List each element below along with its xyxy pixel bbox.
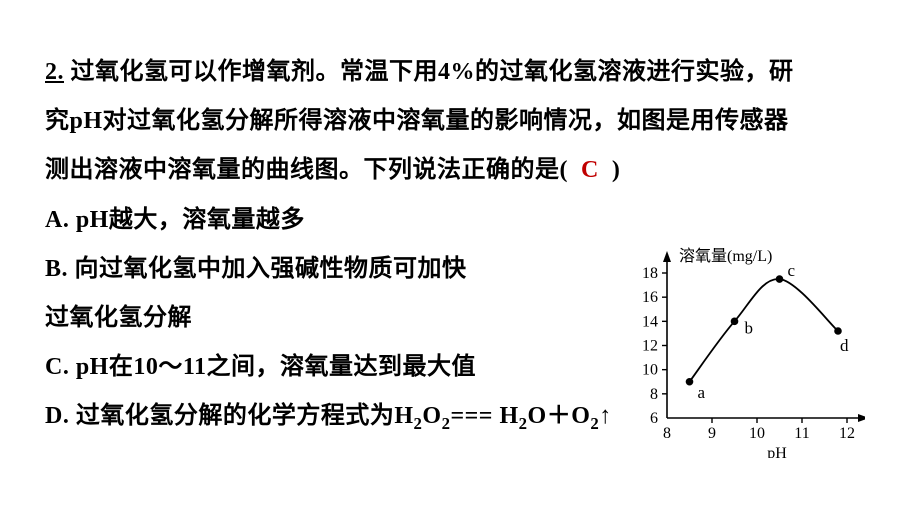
svg-text:12: 12 bbox=[839, 425, 855, 442]
option-d-mid: === H bbox=[450, 403, 518, 429]
svg-text:6: 6 bbox=[650, 410, 658, 427]
svg-text:10: 10 bbox=[749, 425, 765, 442]
svg-text:9: 9 bbox=[708, 425, 716, 442]
option-a: A. pH越大，溶氧量越多 bbox=[45, 196, 880, 245]
svg-text:8: 8 bbox=[663, 425, 671, 442]
option-d-plus: ＋O bbox=[547, 403, 591, 429]
option-c-text: C. pH在10～11之间，溶氧量达到最大值 bbox=[45, 354, 476, 380]
sub-2d: 2 bbox=[590, 414, 599, 433]
answer-letter: C bbox=[581, 157, 599, 183]
svg-text:b: b bbox=[745, 318, 754, 337]
paren-open: ( bbox=[560, 157, 569, 183]
sub-2a: 2 bbox=[414, 414, 423, 433]
svg-text:12: 12 bbox=[642, 338, 658, 355]
svg-text:8: 8 bbox=[650, 386, 658, 403]
svg-text:d: d bbox=[840, 336, 849, 355]
option-b-text: B. 向过氧化氢中加入强碱性物质可加快 bbox=[45, 256, 467, 282]
option-a-text: A. pH越大，溶氧量越多 bbox=[45, 207, 305, 233]
svg-text:16: 16 bbox=[642, 289, 658, 306]
option-b2-text: 过氧化氢分解 bbox=[45, 305, 192, 331]
chart-svg: 68101214161889101112溶氧量(mg/L)pHabcd bbox=[615, 243, 865, 458]
svg-text:11: 11 bbox=[794, 425, 809, 442]
stem-text-2: 究pH对过氧化氢分解所得溶液中溶氧量的影响情况，如图是用传感器 bbox=[45, 108, 789, 134]
svg-text:18: 18 bbox=[642, 265, 658, 282]
sub-2c: 2 bbox=[519, 414, 528, 433]
svg-text:10: 10 bbox=[642, 362, 658, 379]
stem-text-1: 过氧化氢可以作增氧剂。常温下用4%的过氧化氢溶液进行实验，研 bbox=[71, 59, 794, 85]
stem-line-3: 测出溶液中溶氧量的曲线图。下列说法正确的是( C ) bbox=[45, 146, 880, 195]
svg-text:a: a bbox=[698, 383, 706, 402]
svg-text:c: c bbox=[788, 261, 796, 280]
svg-text:溶氧量(mg/L): 溶氧量(mg/L) bbox=[679, 247, 772, 265]
question-number: 2. bbox=[45, 59, 64, 85]
stem-line-2: 究pH对过氧化氢分解所得溶液中溶氧量的影响情况，如图是用传感器 bbox=[45, 97, 880, 146]
stem-line-1: 2. 过氧化氢可以作增氧剂。常温下用4%的过氧化氢溶液进行实验，研 bbox=[45, 48, 880, 97]
document-content: 2. 过氧化氢可以作增氧剂。常温下用4%的过氧化氢溶液进行实验，研 究pH对过氧… bbox=[45, 48, 880, 442]
option-d-prefix: D. 过氧化氢分解的化学方程式为H bbox=[45, 403, 414, 429]
paren-close: ) bbox=[612, 157, 621, 183]
stem-text-3: 测出溶液中溶氧量的曲线图。下列说法正确的是 bbox=[45, 157, 560, 183]
svg-text:pH: pH bbox=[767, 445, 787, 458]
dissolved-oxygen-chart: 68101214161889101112溶氧量(mg/L)pHabcd bbox=[615, 243, 865, 458]
svg-text:14: 14 bbox=[642, 313, 658, 330]
